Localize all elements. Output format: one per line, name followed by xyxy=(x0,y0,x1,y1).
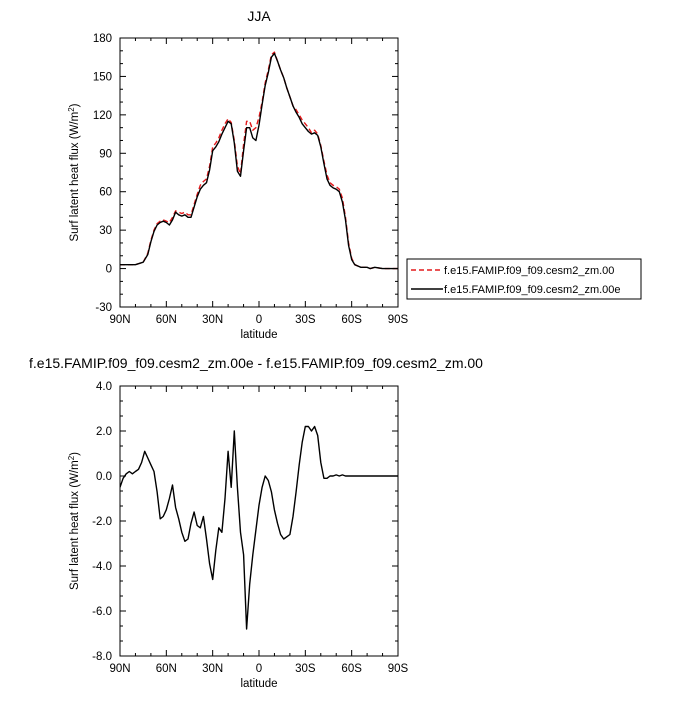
y-tick-label: 90 xyxy=(99,148,112,160)
plot-frame xyxy=(119,37,399,308)
x-tick-label: 60S xyxy=(341,314,362,326)
plot-frame xyxy=(119,385,399,657)
y-axis-label-main: Surf latent heat flux (W/m xyxy=(69,112,81,242)
y-tick-label: -4.0 xyxy=(92,561,112,573)
y-axis-label: Surf latent heat flux (W/m2) xyxy=(67,452,81,590)
y-tick-label: 60 xyxy=(99,187,112,199)
chart-panel-2 xyxy=(119,385,399,657)
y-tick-label: 150 xyxy=(93,71,112,83)
y-tick-label: -6.0 xyxy=(92,606,112,618)
x-tick-label: 30S xyxy=(295,314,316,326)
y-axis-label-sup: 2 xyxy=(67,107,76,112)
x-tick-label: 90S xyxy=(388,314,409,326)
x-tick-label: 60S xyxy=(341,663,362,675)
x-tick-label: 90N xyxy=(109,314,130,326)
x-tick-label: 90S xyxy=(388,663,409,675)
x-tick-label: 30N xyxy=(202,314,223,326)
legend-entry-2: f.e15.FAMIP.f09_f09.cesm2_zm.00e xyxy=(444,284,621,296)
x-axis-label: latitude xyxy=(240,329,277,341)
y-tick-label: 2.0 xyxy=(96,426,112,438)
x-tick-label: 60N xyxy=(156,314,177,326)
x-tick-label: 30S xyxy=(295,663,316,675)
y-tick-label: -8.0 xyxy=(92,651,112,663)
x-axis-label: latitude xyxy=(240,678,277,690)
series-line-1 xyxy=(120,425,398,630)
chart-title: JJA xyxy=(247,8,271,24)
y-tick-label: 0.0 xyxy=(96,471,112,483)
y-axis-label-main: Surf latent heat flux (W/m xyxy=(69,460,81,590)
y-tick-label: -30 xyxy=(95,302,112,314)
legend-entry-1: f.e15.FAMIP.f09_f09.cesm2_zm.00 xyxy=(444,265,614,277)
x-tick-label: 30N xyxy=(202,663,223,675)
y-axis-label-sup: 2 xyxy=(67,455,76,460)
y-axis-label-close: ) xyxy=(69,452,81,456)
y-tick-label: -2.0 xyxy=(92,516,112,528)
x-tick-label: 0 xyxy=(256,314,262,326)
x-tick-label: 90N xyxy=(109,663,130,675)
y-axis-label: Surf latent heat flux (W/m2) xyxy=(67,103,81,241)
series-line-2 xyxy=(120,52,398,270)
y-tick-label: 4.0 xyxy=(96,381,112,393)
x-tick-label: 0 xyxy=(256,663,262,675)
chart-panel-1 xyxy=(119,37,399,308)
y-tick-label: 30 xyxy=(99,225,112,237)
y-tick-label: 180 xyxy=(93,33,112,45)
series-line-1 xyxy=(120,51,398,270)
legend-box xyxy=(406,258,642,300)
y-axis-label-close: ) xyxy=(69,103,81,107)
legend xyxy=(406,258,642,300)
y-tick-label: 120 xyxy=(93,110,112,122)
x-tick-label: 60N xyxy=(156,663,177,675)
chart-title: f.e15.FAMIP.f09_f09.cesm2_zm.00e - f.e15… xyxy=(29,355,483,371)
y-tick-label: 0 xyxy=(106,264,112,276)
